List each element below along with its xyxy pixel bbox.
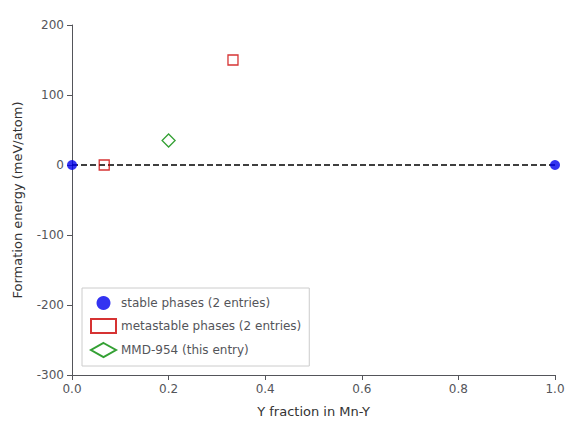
svg-text:-100: -100 [37, 228, 64, 242]
svg-text:-200: -200 [37, 298, 64, 312]
svg-text:Formation energy (meV/atom): Formation energy (meV/atom) [10, 102, 25, 299]
svg-text:0.4: 0.4 [256, 382, 275, 396]
svg-text:Y fraction in Mn-Y: Y fraction in Mn-Y [256, 404, 370, 419]
svg-text:200: 200 [41, 18, 64, 32]
svg-text:0.2: 0.2 [159, 382, 178, 396]
svg-text:0: 0 [56, 158, 64, 172]
svg-text:metastable phases (2 entries): metastable phases (2 entries) [121, 319, 301, 333]
svg-text:0.0: 0.0 [62, 382, 81, 396]
svg-text:0.8: 0.8 [449, 382, 468, 396]
svg-text:stable phases (2 entries): stable phases (2 entries) [121, 296, 270, 310]
svg-text:100: 100 [41, 88, 64, 102]
svg-text:MMD-954 (this entry): MMD-954 (this entry) [121, 343, 249, 357]
svg-text:-300: -300 [37, 368, 64, 382]
svg-text:1.0: 1.0 [545, 382, 564, 396]
svg-text:0.6: 0.6 [352, 382, 371, 396]
